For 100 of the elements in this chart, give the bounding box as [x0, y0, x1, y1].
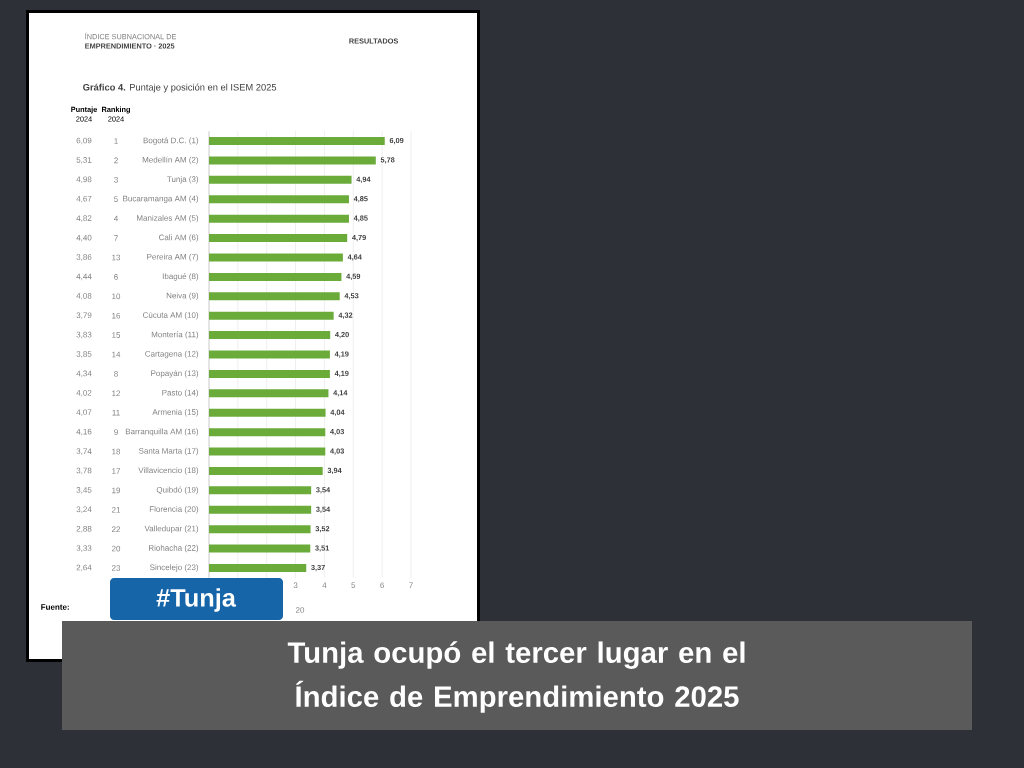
y-tick-label: Manizales AM (5) [137, 214, 199, 223]
text: 14 [112, 351, 121, 358]
bar [209, 505, 312, 514]
text: 4,07 [76, 409, 92, 417]
text: 16 [112, 312, 121, 319]
bar [209, 253, 343, 262]
y-tick-label: Riohacha (22) [149, 544, 199, 553]
y-tick-label: Popayán (13) [151, 370, 199, 378]
y-tick-label: Cartagena (12) [145, 350, 199, 359]
bar [209, 175, 352, 184]
text: 10 [112, 293, 121, 300]
x-tick-label: 5 [351, 582, 356, 589]
x-tick-label: 7 [409, 582, 413, 588]
text: 3,86 [76, 254, 92, 261]
x-tick-label: 3 [293, 582, 298, 589]
text: 20 [111, 545, 121, 552]
text: 4,08 [76, 293, 92, 300]
y-tick-label: Neiva (9) [166, 292, 199, 301]
bar [209, 195, 349, 204]
text: 5,31 [76, 157, 92, 164]
text: 20 [295, 607, 305, 613]
x-tick-label: 4 [322, 582, 327, 588]
text: 23 [111, 565, 121, 571]
text: 3 [114, 176, 118, 183]
text: 2,64 [76, 564, 92, 572]
bar [209, 428, 326, 437]
y-tick-label: Santa Marta (17) [138, 447, 199, 456]
text: 7 [114, 235, 118, 241]
source-note: Fuente: [41, 604, 69, 610]
text: 13 [112, 254, 121, 261]
y-tick-label: Sincelejo (23) [150, 564, 199, 572]
bar [209, 369, 330, 378]
y-tick-label: Ibagué (8) [162, 273, 199, 281]
text: 15 [112, 332, 121, 338]
y-tick-label: Florencia (20) [149, 506, 199, 514]
y-tick-label: Bucaramanga AM (4) [123, 195, 199, 203]
y-tick-label: Quibdó (19) [156, 486, 199, 495]
bar [209, 525, 311, 534]
bar [209, 214, 349, 223]
text: 4,34 [76, 370, 92, 378]
text: Tunja ocupó el tercer lugar en el Índice de Emprendimiento 2025 [287, 641, 745, 713]
bar [209, 408, 326, 417]
text: 18 [112, 448, 121, 455]
bar [209, 272, 342, 281]
y-tick-label: Pereira AM (7) [147, 253, 199, 262]
bar [209, 389, 329, 398]
y-tick-label: Bogotá D.C. (1) [143, 137, 199, 145]
y-tick-label: Montería (11) [151, 331, 199, 339]
bar [209, 234, 348, 243]
chart-title: Gráfico 4. Puntaje y posición en el ISEM 2025 [83, 83, 277, 93]
text: 3,78 [76, 467, 92, 475]
text: 4,98 [76, 176, 92, 184]
bar [209, 466, 323, 475]
text: 3,24 [76, 506, 92, 514]
text: 6 [114, 274, 118, 280]
text: 3,79 [76, 312, 92, 320]
bar [209, 331, 331, 340]
text: 19 [112, 487, 121, 494]
text: #Tunja [156, 588, 237, 612]
y-tick-label: Cúcuta AM (10) [142, 311, 199, 320]
text: 12 [112, 390, 121, 397]
text: 3,83 [76, 331, 92, 339]
text: 3,45 [76, 487, 92, 494]
text: 4,82 [76, 215, 92, 222]
text: 3,85 [76, 351, 92, 358]
y-tick-label: Tunja (3) [167, 176, 199, 184]
text: 1 [114, 138, 118, 144]
bar [209, 486, 312, 495]
text: 6,09 [76, 137, 92, 145]
text: 8 [114, 371, 118, 377]
bar [209, 137, 385, 146]
y-tick-label: Cali AM (6) [158, 234, 199, 242]
text: 4,40 [76, 234, 92, 242]
y-tick-label: Medellín AM (2) [142, 156, 199, 165]
y-tick-label: Villavicencio (18) [138, 467, 199, 475]
text: 5 [114, 196, 118, 202]
text: 22 [111, 526, 121, 532]
y-tick-label: Armenia (15) [152, 408, 199, 417]
bar [209, 544, 311, 553]
text: 4,44 [76, 273, 92, 281]
bar [209, 292, 340, 301]
text: 2 [114, 157, 118, 164]
bar [209, 156, 376, 165]
bar [209, 447, 326, 456]
text: 4 [113, 215, 118, 222]
y-tick-label: Barranquilla AM (16) [125, 428, 199, 436]
text: 4,16 [76, 428, 92, 436]
text: 4,67 [76, 195, 92, 203]
text: 21 [111, 507, 121, 513]
bar [209, 311, 334, 320]
bar [209, 564, 307, 572]
bar [209, 350, 330, 359]
text: 3,33 [76, 545, 92, 552]
text: 2,88 [76, 525, 92, 533]
y-tick-label: Pasto (14) [162, 389, 199, 398]
y-tick-label: Valledupar (21) [144, 525, 199, 533]
text: 11 [112, 409, 120, 416]
x-tick-label: 6 [380, 582, 385, 589]
text: 17 [112, 468, 121, 474]
text: 9 [114, 429, 118, 435]
